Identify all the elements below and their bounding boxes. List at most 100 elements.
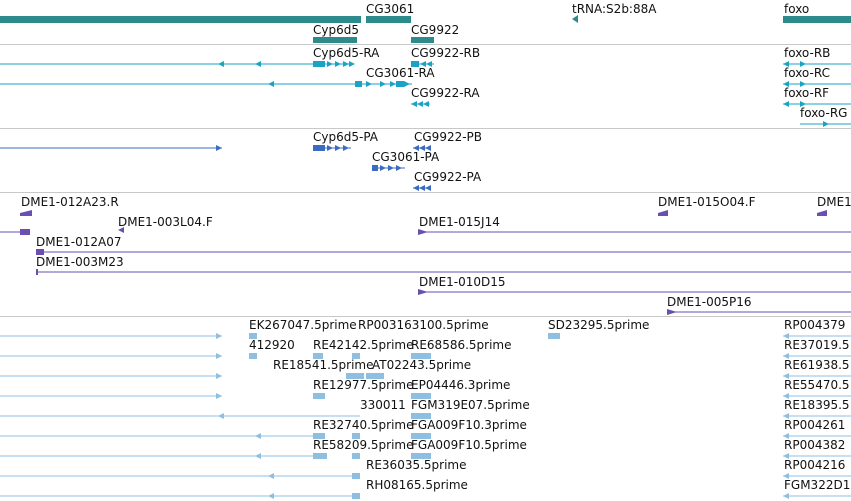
est-label[interactable]: FGA009F10.5prime [411,438,527,452]
gene-glyph[interactable] [572,15,578,23]
protein-label[interactable]: CG9922-PA [414,170,482,184]
est-label[interactable]: RE36035.5prime [366,458,467,472]
est-arrow [783,333,789,339]
est-block [548,333,560,339]
transcript-label[interactable]: foxo-RB [784,46,831,60]
gene-label[interactable]: Cyp6d5 [313,23,359,37]
clone-label[interactable]: DME1-005P16 [667,295,752,309]
est-label[interactable]: RE37019.5 [784,338,850,352]
est-label[interactable]: RP004261 [784,418,846,432]
clone-end[interactable] [20,229,30,235]
gene-glyph[interactable] [783,16,851,23]
clone-label[interactable]: DME1-015O04.F [658,195,756,209]
clone-end[interactable] [658,210,668,216]
est-label[interactable]: RP004382 [784,438,846,452]
clone-end[interactable] [20,210,32,216]
est-label[interactable]: FGA009F10.3prime [411,418,527,432]
gene-glyph[interactable] [411,37,434,43]
transcript-exon [355,81,362,87]
gene-glyph[interactable] [0,16,361,23]
clone-end[interactable] [118,227,124,233]
est-label[interactable]: RE68586.5prime [411,338,512,352]
transcript-exon [313,61,325,67]
est-label[interactable]: RP004379 [784,318,846,332]
est-label[interactable]: RP004216 [784,458,846,472]
gene-glyph[interactable] [366,16,411,23]
transcript-arrow [335,61,341,67]
est-arrow [216,333,222,339]
est-label[interactable]: RP003163100.5prime [358,318,489,332]
est-block [352,493,360,499]
transcript-label[interactable]: CG9922-RB [411,46,481,60]
est-label[interactable]: 330011 [360,398,406,412]
clone-label[interactable]: DME1-012A07 [36,235,122,249]
transcript-label[interactable]: CG3061-RA [366,66,435,80]
transcript-label[interactable]: CG9922-RA [411,86,480,100]
clone-label[interactable]: DME1 [817,195,851,209]
gene-glyph[interactable] [313,37,357,43]
est-arrow [216,393,222,399]
est-label[interactable]: RE18395.5 [784,398,850,412]
gene-label[interactable]: CG3061 [366,2,415,16]
protein-label[interactable]: CG3061-PA [372,150,440,164]
est-label[interactable]: RE58209.5prime [313,438,414,452]
protein-exon [372,165,378,171]
protein-arrow [343,145,349,151]
est-label[interactable]: RE32740.5prime [313,418,414,432]
gene-label[interactable]: CG9922 [411,23,460,37]
est-label[interactable]: RE42142.5prime [313,338,414,352]
est-block [352,353,360,359]
est-label[interactable]: EP04446.3prime [411,378,511,392]
est-block [352,433,360,439]
transcript-label[interactable]: foxo-RF [784,86,830,100]
est-label[interactable]: RE61938.5 [784,358,850,372]
est-block [313,353,323,359]
gene-track [0,15,851,43]
transcript-label[interactable]: Cyp6d5-RA [313,46,380,60]
est-label[interactable]: 412920 [249,338,295,352]
gene-label[interactable]: foxo [784,2,810,16]
transcript-label[interactable]: foxo-RC [784,66,830,80]
est-label[interactable]: EK267047.5prime [249,318,357,332]
est-arrow [783,373,789,379]
est-block [411,393,431,399]
clone-end[interactable] [667,309,677,315]
est-label[interactable]: FGM319E07.5prime [411,398,530,412]
est-block [313,433,325,439]
est-label[interactable]: RE55470.5 [784,378,850,392]
est-label[interactable]: SD23295.5prime [548,318,650,332]
est-label[interactable]: RE18541.5prime [273,358,374,372]
transcript-exon [411,61,419,67]
clone-label[interactable]: DME1-012A23.R [21,195,119,209]
transcript-arrow [327,61,333,67]
transcript-arrow [366,81,372,87]
clone-label[interactable]: DME1-003L04.F [118,215,213,229]
protein-arrow [388,165,394,171]
clone-end[interactable] [817,210,827,216]
clone-end[interactable] [36,249,44,255]
est-label[interactable]: FGM322D1 [784,478,851,492]
transcript-arrow [417,101,423,107]
est-label[interactable]: AT02243.5prime [372,358,472,372]
clone-label[interactable]: DME1-010D15 [419,275,506,289]
est-block [313,393,325,399]
est-block [411,413,431,419]
transcript-arrow [268,81,274,87]
clone-end[interactable] [418,289,428,295]
protein-label[interactable]: CG9922-PB [414,130,483,144]
protein-label[interactable]: Cyp6d5-PA [313,130,378,144]
est-block [249,353,257,359]
gene-label[interactable]: tRNA:S2b:88A [572,2,657,16]
clone-label[interactable]: DME1-015J14 [419,215,500,229]
est-label[interactable]: RE12977.5prime [313,378,414,392]
transcript-arrow [349,61,355,67]
clone-label[interactable]: DME1-003M23 [36,255,124,269]
est-label[interactable]: RH08165.5prime [366,478,468,492]
est-block [411,433,431,439]
clone-end[interactable] [36,269,38,275]
protein-arrow [327,145,333,151]
protein-arrow [335,145,341,151]
transcript-label[interactable]: foxo-RG [800,106,848,120]
clone-end[interactable] [418,229,428,235]
protein-arrow [413,185,419,191]
